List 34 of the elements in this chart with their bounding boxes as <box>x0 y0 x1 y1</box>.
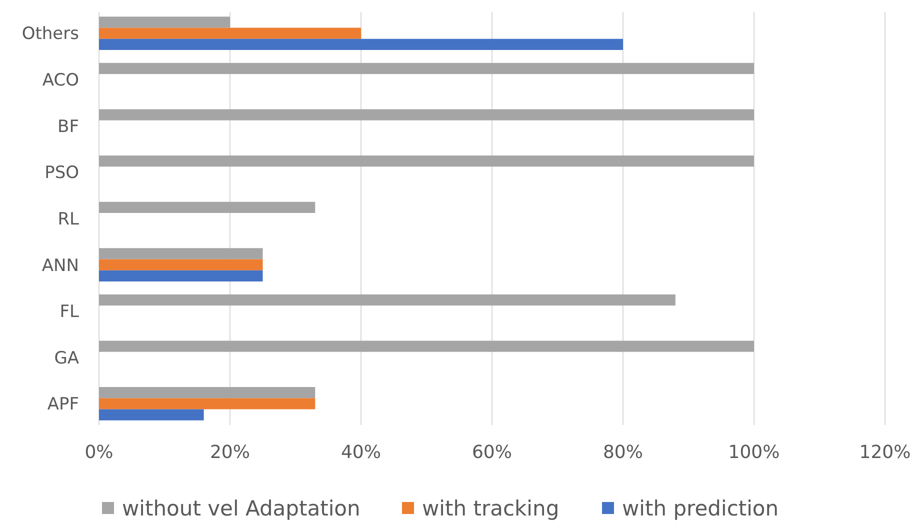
y-tick-label: ACO <box>42 70 79 91</box>
x-tick-label: 0% <box>84 442 114 463</box>
bar <box>99 270 263 282</box>
x-tick-label: 80% <box>602 442 644 463</box>
bar <box>99 16 230 28</box>
x-tick-label: 60% <box>472 442 512 463</box>
bar <box>99 109 754 120</box>
bar <box>99 202 316 213</box>
bar <box>99 259 263 270</box>
x-tick-label: 100% <box>728 442 780 463</box>
x-tick-label: 120% <box>859 442 911 463</box>
bar <box>99 409 204 420</box>
y-tick-label: GA <box>54 348 80 368</box>
x-tick-label: 20% <box>210 442 250 463</box>
y-tick-label: FL <box>60 302 80 322</box>
bar <box>99 156 754 167</box>
bar <box>99 28 361 39</box>
bar <box>99 387 316 398</box>
bar <box>99 38 623 50</box>
bar <box>99 294 676 306</box>
bar <box>99 248 263 260</box>
legend-label: without vel Adaptation <box>122 496 360 520</box>
legend-label: with tracking <box>422 496 560 520</box>
y-tick-label: BF <box>58 116 79 137</box>
x-tick-label: 40% <box>340 442 382 463</box>
y-tick-label: RL <box>58 209 80 230</box>
y-tick-label: Others <box>22 24 80 44</box>
legend-label: with prediction <box>622 496 779 520</box>
y-tick-label: APF <box>47 394 79 415</box>
bar <box>99 398 316 410</box>
bar <box>99 340 754 352</box>
y-tick-label: PSO <box>44 163 79 184</box>
bar <box>99 62 754 74</box>
y-tick-label: ANN <box>42 256 79 276</box>
